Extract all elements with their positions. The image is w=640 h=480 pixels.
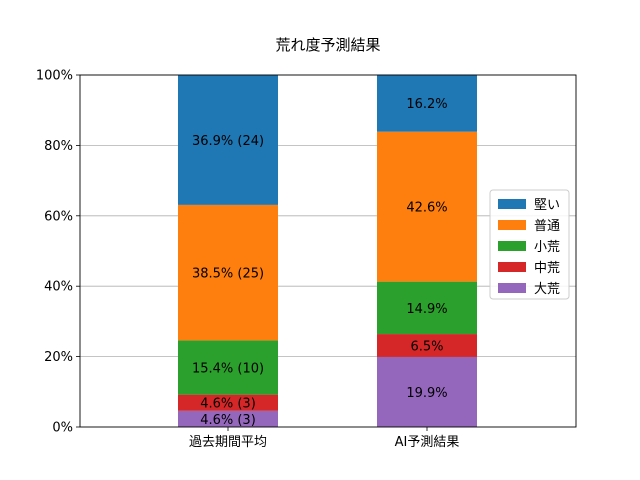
bars: [178, 74, 477, 427]
legend-swatch: [498, 283, 526, 293]
legend-swatch: [498, 241, 526, 251]
segment-label: 15.4% (10): [192, 362, 264, 377]
bar-segment: [377, 334, 477, 357]
segment-label: 19.9%: [406, 386, 447, 401]
bar-segment: [178, 340, 278, 395]
y-tick-label: 60%: [44, 209, 73, 224]
bar-segment: [377, 281, 477, 335]
legend-label: 中荒: [534, 261, 560, 276]
bar-segment: [178, 204, 278, 341]
x-tick-label: AI予測結果: [395, 435, 460, 450]
bar-segment: [377, 131, 477, 282]
segment-label: 36.9% (24): [192, 134, 264, 149]
axes: 0% 20% 40% 60% 80% 100% 過去期間平均 AI予測結果: [36, 69, 577, 450]
segment-label: 14.9%: [406, 302, 447, 317]
legend-label: 堅い: [534, 198, 560, 213]
bar-segment: [178, 75, 278, 205]
bar-segment: [377, 356, 477, 427]
data-labels: 4.6% (3)4.6% (3) 15.4% (10) 38.5% (25) 36.9…: [192, 97, 448, 428]
segment-label: 6.5%: [410, 340, 443, 355]
y-tick-label: 0%: [52, 421, 73, 436]
bar-segment: [178, 410, 278, 427]
y-tick-label: 80%: [44, 139, 73, 154]
legend-label: 大荒: [534, 282, 560, 297]
legend-swatch: [498, 262, 526, 272]
legend-swatch: [498, 220, 526, 230]
x-tick-label: 過去期間平均: [189, 435, 267, 450]
segment-label: 4.6% (3): [200, 397, 256, 412]
y-tick-label: 40%: [44, 280, 73, 295]
legend-swatch: [498, 199, 526, 209]
legend-label: 小荒: [534, 240, 560, 255]
segment-label: 4.6% (3): [200, 413, 256, 428]
plot-frame: [79, 74, 577, 428]
segment-label: 42.6%: [406, 201, 447, 216]
bar-segment: [377, 74, 477, 132]
segment-label: 38.5% (25): [192, 267, 264, 282]
y-tick-label: 20%: [44, 350, 73, 365]
chart-title: 荒れ度予測結果: [275, 36, 380, 54]
y-tick-label: 100%: [36, 69, 73, 84]
legend-label: 普通: [534, 219, 560, 234]
segment-label: 16.2%: [406, 97, 447, 112]
bar-segment: [178, 394, 278, 411]
